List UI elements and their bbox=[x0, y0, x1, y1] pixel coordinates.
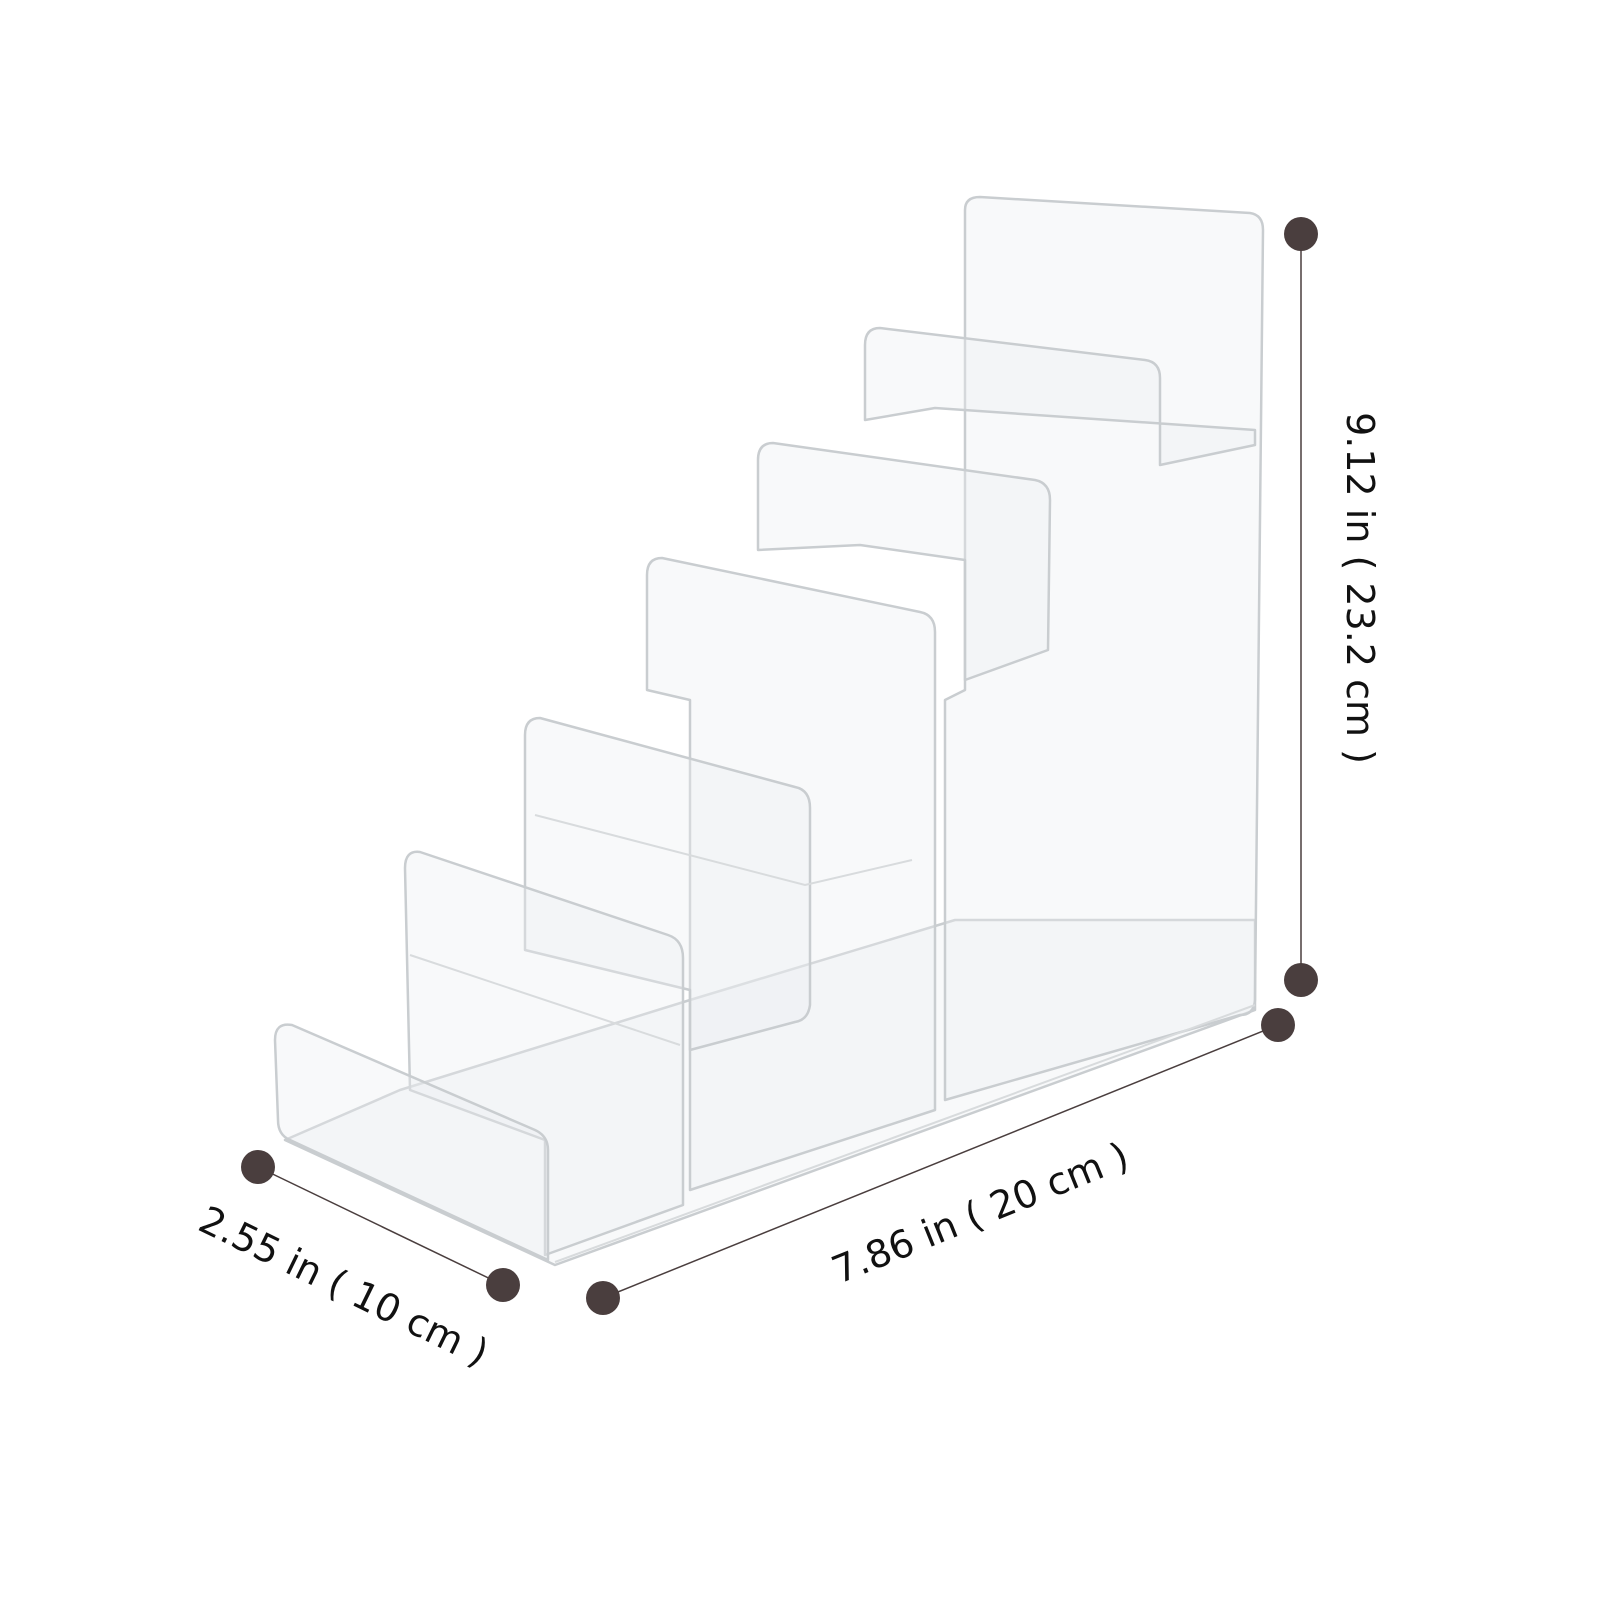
height-label: 9.12 in ( 23.2 cm ) bbox=[1338, 412, 1382, 764]
height-bottom-marker bbox=[1284, 963, 1318, 997]
depth-label: 2.55 in ( 10 cm ) bbox=[192, 1197, 495, 1375]
depth-dimension-line bbox=[257, 1166, 504, 1286]
depth-start-marker bbox=[241, 1150, 275, 1184]
back-panel bbox=[943, 195, 1265, 1102]
tier-2-shelf bbox=[534, 814, 913, 887]
width-start-marker bbox=[586, 1281, 620, 1315]
tier-1 bbox=[403, 850, 685, 1257]
front-lip bbox=[273, 1023, 550, 1262]
tier-4 bbox=[756, 441, 1052, 682]
tier-2 bbox=[523, 716, 812, 1052]
tier-3 bbox=[645, 556, 937, 1192]
width-end-marker bbox=[1261, 1008, 1295, 1042]
base-edge bbox=[554, 1004, 1256, 1263]
width-dimension-line bbox=[602, 1024, 1279, 1299]
width-label: 7.86 in ( 20 cm ) bbox=[826, 1133, 1135, 1292]
depth-end-marker bbox=[486, 1268, 520, 1302]
stand-base bbox=[283, 918, 1257, 1267]
tier-1-shelf bbox=[409, 954, 681, 1046]
tier-5 bbox=[863, 326, 1257, 467]
height-top-marker bbox=[1284, 217, 1318, 251]
